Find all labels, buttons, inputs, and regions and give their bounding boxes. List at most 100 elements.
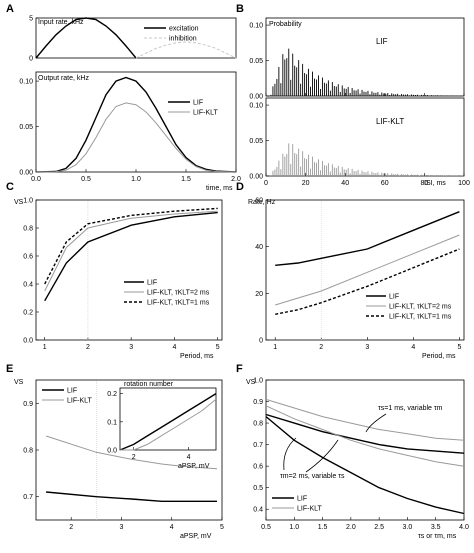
x-tick-label: 80 xyxy=(421,180,429,187)
y-tick-label: 60 xyxy=(255,198,263,205)
series-line-1 xyxy=(265,416,465,515)
series-line-0 xyxy=(35,76,237,173)
axes-frame xyxy=(265,199,465,341)
legend-label: LIF xyxy=(67,388,77,395)
x-axis-label: aPSP, mV xyxy=(180,533,212,540)
y-tick-label: 0.10 xyxy=(249,103,263,110)
legend-label: LIF-KLT, τKLT=2 ms xyxy=(389,304,452,311)
y-tick-label: 0.10 xyxy=(249,23,263,30)
x-tick-label: 20 xyxy=(302,180,310,187)
axes-frame xyxy=(35,71,237,173)
panel-F: 0.4 0.5 0.6 0.7 0.8 0.9 1.0 0.5 1.0 1.5 2.0 2.5 3.0 3… xyxy=(246,378,469,541)
y-axis-label: Output rate, kHz xyxy=(38,75,89,82)
panel-D: 0 20 40 60 1 2 3 4 5 Rate, Hz Period, ms LIF LIF-KLT… xyxy=(248,198,465,360)
x-tick-label: 60 xyxy=(381,180,389,187)
y-tick-label: 0.4 xyxy=(23,282,33,289)
axes-frame xyxy=(35,199,223,341)
x-tick-label: 3.5 xyxy=(431,524,441,531)
panel-B: 0.00 0.05 0.10 LIF Probability xyxy=(249,17,465,101)
panel-letter-e: E xyxy=(6,363,13,375)
x-tick-label: 1 xyxy=(43,344,47,351)
x-tick-label: 3 xyxy=(129,344,133,351)
legend-label: LIF-KLT, τKLT=1 ms xyxy=(389,314,452,321)
y-tick-label: 0.6 xyxy=(23,254,33,261)
series-line-2 xyxy=(44,207,218,285)
x-tick-label: 2.5 xyxy=(374,524,384,531)
y-tick-label: 0.8 xyxy=(253,421,263,428)
legend-label: LIF xyxy=(389,294,399,301)
panel-A_bottom: 0.00 0.05 0.10 0.0 0.5 1.0 1.5 2.0 Output rate, … xyxy=(19,71,241,192)
panel-letter-f: F xyxy=(236,363,243,375)
annotation-tau-m: τm=2 ms, variable τs xyxy=(280,473,345,480)
y-axis-label: Rate, Hz xyxy=(248,199,276,206)
legend-label: LIF-KLT xyxy=(193,110,218,117)
x-axis-label: time, ms xyxy=(206,185,233,192)
series-line-2 xyxy=(265,398,465,441)
x-tick-label: 2 xyxy=(319,344,323,351)
y-tick-label: 0 xyxy=(29,56,33,63)
y-tick-label: 0.7 xyxy=(253,442,263,449)
axes-frame xyxy=(265,17,465,97)
x-tick-label: 5 xyxy=(457,344,461,351)
series-line-1 xyxy=(45,435,218,470)
axes-frame xyxy=(265,97,465,177)
annotation-tau-s: τs=1 ms, variable τm xyxy=(378,405,443,412)
panel-B: 0.00 0.05 0.10 0 20 40 60 80 100 LIF-KLT ISI, ms xyxy=(249,97,470,187)
y-tick-label: 0.00 xyxy=(19,170,33,177)
annotation-arrow xyxy=(365,413,387,433)
x-tick-label: 4 xyxy=(172,344,176,351)
panel-letter-b: B xyxy=(236,3,244,15)
x-tick-label: 2.0 xyxy=(346,524,356,531)
axes-frame xyxy=(119,387,217,451)
series-line-3 xyxy=(265,405,465,467)
panel-letter-d: D xyxy=(236,181,244,193)
y-tick-label: 0.1 xyxy=(107,419,117,426)
legend-label: LIF xyxy=(297,496,307,503)
legend-label: LIF-KLT xyxy=(67,398,92,405)
x-tick-label: 40 xyxy=(341,180,349,187)
y-tick-label: 0.2 xyxy=(23,310,33,317)
x-tick-label: 5 xyxy=(220,524,224,531)
y-tick-label: 0.9 xyxy=(23,401,33,408)
panel-A_top: 0 5 Input rate, kHz excitation inhibition xyxy=(29,16,237,63)
y-tick-label: 0.00 xyxy=(249,94,263,101)
y-axis-label: VS xyxy=(14,199,24,206)
series-line-1 xyxy=(35,102,237,173)
x-tick-label: 3 xyxy=(365,344,369,351)
y-tick-label: 0.0 xyxy=(23,338,33,345)
series-line-2 xyxy=(275,248,460,315)
series-line-0 xyxy=(275,211,460,266)
y-tick-label: 0.05 xyxy=(249,138,263,145)
inset-title: rotation number xyxy=(124,381,174,388)
series-line-0 xyxy=(265,413,465,454)
x-tick-label: 2 xyxy=(86,344,90,351)
y-tick-label: 0.0 xyxy=(107,448,117,455)
y-tick-label: 0.4 xyxy=(253,507,263,514)
panel-E_inset: 0.0 0.1 0.2 2 4 rotation number aPSP, mV xyxy=(107,381,217,470)
x-tick-label: 1.5 xyxy=(318,524,328,531)
x-axis-label: τs or τm, ms xyxy=(418,533,457,540)
series-line-0 xyxy=(119,393,217,451)
legend-label: LIF xyxy=(193,100,203,107)
annotation-arrow xyxy=(283,437,297,471)
panel-E: 0.7 0.8 0.9 2 3 4 5 VS aPSP, mV LIF LIF-KLT xyxy=(14,379,224,540)
x-tick-label: 3.0 xyxy=(403,524,413,531)
series-label: LIF xyxy=(376,37,388,46)
y-tick-label: 0.2 xyxy=(107,391,117,398)
legend-label: LIF-KLT, τKLT=2 ms xyxy=(147,290,210,297)
plots-layer: 0 5 Input rate, kHz excitation inhibition 0.0… xyxy=(14,16,470,541)
axes-frame xyxy=(265,379,465,521)
x-tick-label: 100 xyxy=(458,180,470,187)
panel-letter-c: C xyxy=(6,181,14,193)
x-tick-label: 4.0 xyxy=(459,524,469,531)
x-tick-label: 3 xyxy=(120,524,124,531)
y-axis-label: Input rate, kHz xyxy=(38,19,84,26)
x-axis-label: Period, ms xyxy=(422,353,456,360)
y-axis-label: VS xyxy=(14,379,24,386)
x-tick-label: 2.0 xyxy=(231,176,241,183)
x-tick-label: 5 xyxy=(216,344,220,351)
series-line-0 xyxy=(35,17,137,59)
x-tick-label: 4 xyxy=(170,524,174,531)
y-tick-label: 0.10 xyxy=(19,79,33,86)
